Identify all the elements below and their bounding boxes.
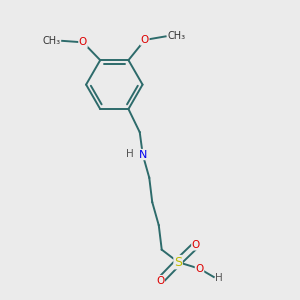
Text: O: O (192, 240, 200, 250)
Text: H: H (215, 273, 223, 283)
Text: H: H (126, 148, 134, 159)
Text: CH₃: CH₃ (167, 32, 185, 41)
Text: O: O (195, 264, 204, 274)
Text: CH₃: CH₃ (43, 36, 61, 46)
Text: O: O (141, 35, 149, 45)
Text: N: N (139, 149, 147, 160)
Text: O: O (156, 276, 164, 286)
Text: S: S (174, 256, 182, 268)
Text: O: O (79, 37, 87, 47)
